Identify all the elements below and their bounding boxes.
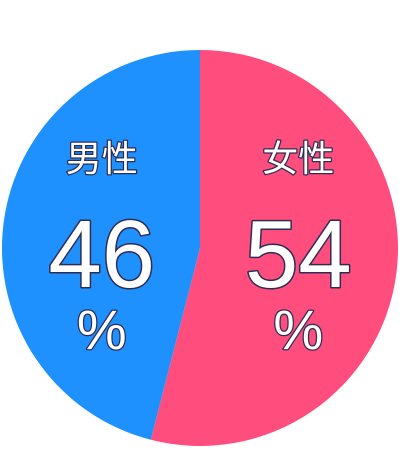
pie-slice-0 bbox=[150, 50, 398, 446]
slice-unit-1: % bbox=[77, 298, 127, 361]
slice-unit-0: % bbox=[273, 298, 323, 361]
slice-value-0: 54 bbox=[245, 201, 352, 308]
slice-labels: 女性 54% 男性 46% bbox=[47, 138, 353, 363]
pie-slice-1 bbox=[1, 50, 201, 440]
slice-label-1: 男性 bbox=[66, 139, 138, 180]
slice-label-0: 女性 bbox=[262, 139, 334, 180]
pie-slices bbox=[1, 50, 398, 446]
slice-value-1: 46 bbox=[48, 201, 155, 308]
